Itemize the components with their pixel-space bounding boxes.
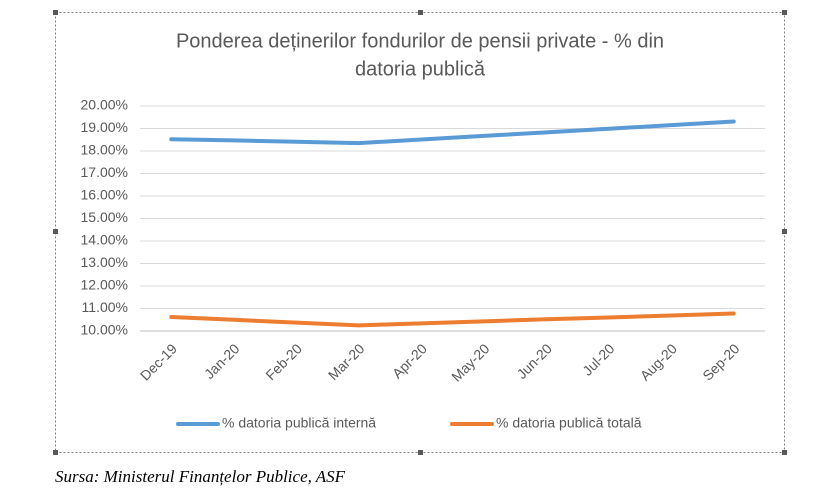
y-tick-label: 17.00% [81, 164, 128, 180]
y-tick-label: 19.00% [81, 119, 128, 135]
x-tick-label: Jun-20 [513, 340, 555, 382]
x-tick-label: Sep-20 [699, 340, 742, 383]
x-tick-label: Mar-20 [325, 340, 368, 383]
source-note: Sursa: Ministerul Finanțelor Publice, AS… [55, 467, 346, 486]
x-tick-label: Aug-20 [637, 340, 680, 383]
x-tick-label: Apr-20 [389, 340, 430, 381]
data-line [169, 119, 736, 146]
y-tick-label: 14.00% [81, 232, 128, 248]
legend-label: % datoria publică internă [222, 415, 376, 431]
y-tick-label: 13.00% [81, 254, 128, 270]
chart-title: Ponderea deținerilor fondurilor de pensi… [176, 30, 664, 52]
x-tick-label: Jan-20 [201, 340, 243, 382]
x-tick-label: Feb-20 [262, 340, 305, 383]
x-tick-label: Jul-20 [579, 340, 617, 378]
y-tick-label: 18.00% [81, 142, 128, 158]
x-tick-label: May-20 [448, 340, 492, 384]
data-line [169, 311, 736, 328]
y-tick-label: 10.00% [81, 322, 128, 338]
y-tick-label: 20.00% [81, 97, 128, 113]
frame-handles [53, 10, 787, 455]
y-tick-label: 15.00% [81, 209, 128, 225]
y-tick-label: 16.00% [81, 187, 128, 203]
x-tick-label: Dec-19 [137, 340, 180, 383]
y-tick-label: 11.00% [82, 299, 128, 315]
y-tick-label: 12.00% [81, 277, 128, 293]
legend-label: % datoria publică totală [496, 415, 642, 431]
chart-title: datoria publică [355, 58, 486, 80]
